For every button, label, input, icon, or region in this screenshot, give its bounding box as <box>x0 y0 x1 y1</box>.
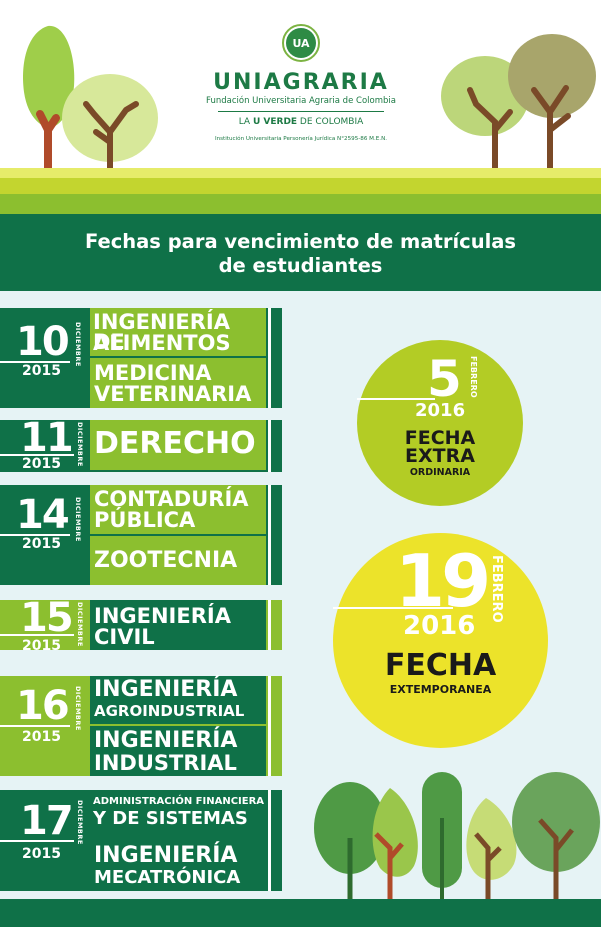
program-ing-industrial: INGENIERÍA INDUSTRIAL <box>90 726 266 776</box>
day-number: 11 <box>20 415 74 461</box>
month-label: DICIEMBRE <box>74 322 82 367</box>
badge-year: 2016 <box>415 400 466 421</box>
badge-label-1: FECHA <box>384 648 497 683</box>
brand-divider <box>218 111 384 112</box>
program-admin-financiera: ADMINISTRACIÓN FINANCIERA Y DE SISTEMAS <box>90 790 266 839</box>
day-line <box>0 361 70 363</box>
badge-label-1: FECHA <box>404 427 476 449</box>
program-line-2: INDUSTRIAL <box>94 751 237 775</box>
badge-label-3: ORDINARIA <box>409 467 471 478</box>
program-line-2: VETERINARIA <box>94 382 252 406</box>
separator <box>268 308 271 408</box>
program-line-2: ALIMENTOS <box>93 331 231 355</box>
day-number: 16 <box>16 683 70 729</box>
separator <box>268 676 271 776</box>
program-line-2: CIVIL <box>94 625 155 649</box>
program-ingenieria-civil: INGENIERÍA CIVIL <box>90 600 266 650</box>
month-label: DICIEMBRE <box>76 602 84 647</box>
badge-line <box>333 607 453 609</box>
month-label: DICIEMBRE <box>74 497 82 542</box>
logo-icon: UA <box>282 24 320 62</box>
month-label: DICIEMBRE <box>76 422 84 467</box>
day-line <box>0 454 74 456</box>
day-line <box>0 840 74 842</box>
stripe-yellow <box>0 168 601 178</box>
left-trees-illustration <box>23 25 158 170</box>
program-ing-mecatronica: INGENIERÍA MECATRÓNICA <box>90 841 266 891</box>
badge-label-2: EXTRA <box>405 445 475 467</box>
year-label: 2015 <box>22 536 61 552</box>
program-ing-agroindustrial: INGENIERÍA AGROINDUSTRIAL <box>90 676 266 724</box>
badge-month: FEBRERO <box>489 555 504 623</box>
program-line-2: AGROINDUSTRIAL <box>94 702 245 720</box>
program-line-1: ADMINISTRACIÓN FINANCIERA <box>93 796 265 807</box>
day-line <box>0 725 70 727</box>
program-line-1: INGENIERÍA <box>94 728 238 753</box>
slogan: LA U VERDE DE COLOMBIA <box>180 117 422 127</box>
brand-name: UNIAGRARIA <box>213 70 389 95</box>
bottom-trees-illustration <box>314 772 600 899</box>
program-line-2: MECATRÓNICA <box>94 867 241 888</box>
program-ing-alimentos: INGENIERÍA DE ALIMENTOS <box>90 308 266 356</box>
day-line <box>0 534 70 536</box>
separator <box>268 790 271 891</box>
program-line-1: MEDICINA <box>94 361 212 385</box>
slogan-a: LA <box>238 117 253 127</box>
badge-year: 2016 <box>403 611 476 641</box>
footer-bar <box>0 899 601 927</box>
day-number: 10 <box>16 319 70 365</box>
title-line-2: de estudiantes <box>218 254 383 277</box>
program-line-1: INGENIERÍA <box>94 843 238 868</box>
day-number: 14 <box>16 492 70 538</box>
year-label: 2015 <box>22 729 61 745</box>
stripe-green <box>0 194 601 214</box>
day-number: 15 <box>20 595 74 641</box>
stripe-lime <box>0 178 601 194</box>
program-line-1: INGENIERÍA <box>94 604 231 628</box>
program-contaduria-publica: CONTADURÍA PÚBLICA <box>90 485 266 534</box>
year-label: 2015 <box>22 638 61 654</box>
program-zootecnia: ZOOTECNIA <box>90 536 266 585</box>
program-line-2: Y DE SISTEMAS <box>93 808 248 829</box>
separator <box>268 600 271 650</box>
badge-label-2: EXTEMPORANEA <box>389 683 492 696</box>
program-medicina-veterinaria: MEDICINA VETERINARIA <box>90 358 266 408</box>
program-line-1: ZOOTECNIA <box>94 548 238 573</box>
program-line-1: INGENIERÍA DE <box>93 310 230 354</box>
year-label: 2015 <box>22 456 61 472</box>
slogan-b: U VERDE <box>252 117 298 127</box>
separator <box>268 420 271 472</box>
header: UA UNIAGRARIA Fundación Universitaria Ag… <box>0 0 601 170</box>
extra-date-badge: 5 FEBRERO 2016 FECHA EXTRA ORDINARIA <box>357 340 523 506</box>
legal-text: Institución Universitaria Personería Jur… <box>214 136 388 142</box>
badge-month: FEBRERO <box>469 356 478 398</box>
program-derecho: DERECHO <box>90 420 266 470</box>
day-number: 17 <box>20 798 74 844</box>
month-label: DICIEMBRE <box>74 686 82 731</box>
separator <box>268 485 271 585</box>
program-line-1: INGENIERÍA <box>94 677 238 702</box>
year-label: 2015 <box>22 363 61 379</box>
brand-subtitle: Fundación Universitaria Agraria de Colom… <box>206 96 396 106</box>
title-bar: Fechas para vencimiento de matrículas de… <box>0 214 601 291</box>
slogan-c: DE COLOMBIA <box>297 117 364 127</box>
badge-day: 5 <box>427 350 462 408</box>
badge-day: 19 <box>395 539 491 623</box>
month-label: DICIEMBRE <box>76 800 84 845</box>
badge-line <box>357 398 435 400</box>
logo-mark: UA <box>286 28 316 58</box>
extemporanea-date-badge: 19 FEBRERO 2016 FECHA EXTEMPORANEA <box>333 533 548 748</box>
title-line-1: Fechas para vencimiento de matrículas <box>84 230 517 253</box>
program-line-1: CONTADURÍA <box>94 487 249 511</box>
program-line-2: PÚBLICA <box>94 508 196 532</box>
right-trees-illustration <box>441 34 596 170</box>
day-line <box>0 634 74 636</box>
year-label: 2015 <box>22 846 61 862</box>
program-line-1: DERECHO <box>94 426 256 461</box>
